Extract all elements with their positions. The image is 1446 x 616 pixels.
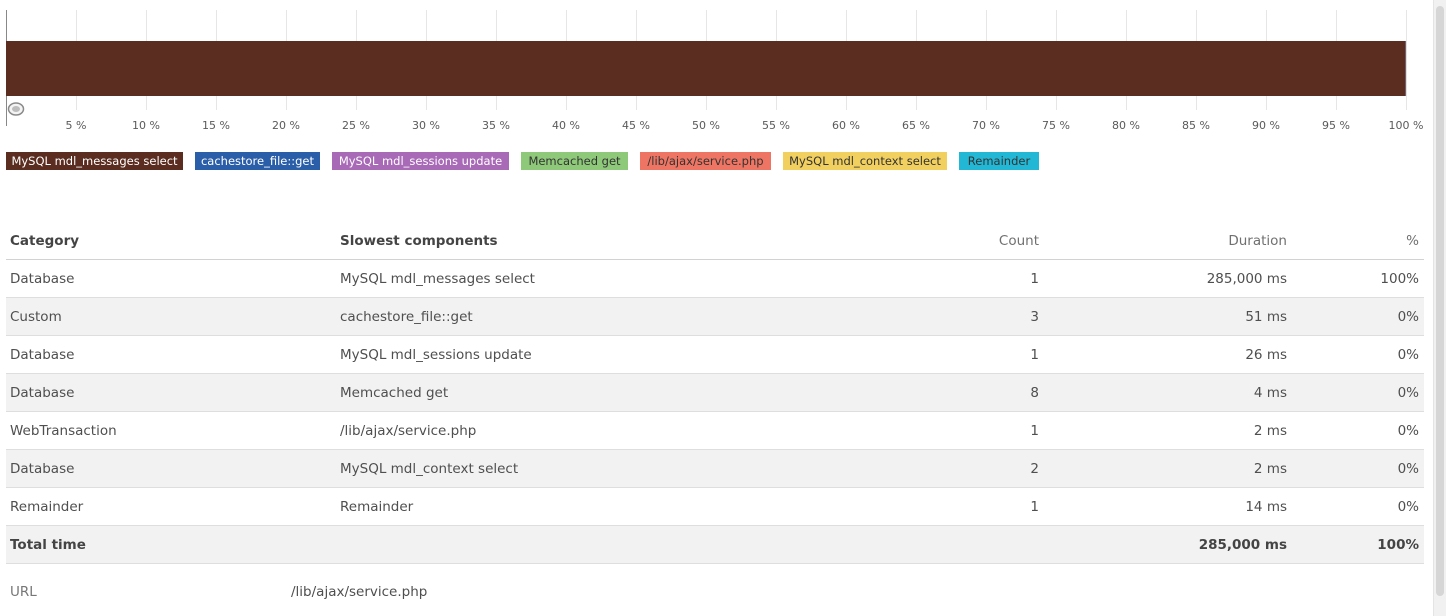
row-category: Custom: [10, 309, 62, 325]
row-category: Database: [10, 461, 75, 477]
table-header-row: Category Slowest components Count Durati…: [6, 222, 1424, 260]
table-row: WebTransaction /lib/ajax/service.php 1 2…: [6, 412, 1424, 450]
x-tick-label: 40 %: [552, 119, 580, 132]
legend-item[interactable]: Memcached get: [521, 152, 628, 170]
bar-segment[interactable]: [6, 41, 1406, 96]
x-tick-label: 5 %: [66, 119, 87, 132]
x-tick-label: 55 %: [762, 119, 790, 132]
row-category: WebTransaction: [10, 423, 117, 439]
x-tick-label: 85 %: [1182, 119, 1210, 132]
x-tick-label: 35 %: [482, 119, 510, 132]
chart-svg: 5 % 10 % 15 % 20 % 25 % 30 % 35 % 40 % 45 % 50 % 5…: [6, 10, 1424, 132]
components-table: Category Slowest components Count Durati…: [6, 222, 1424, 564]
x-tick-label: 45 %: [622, 119, 650, 132]
row-category: Database: [10, 385, 75, 401]
chart-handle-icon[interactable]: [7, 102, 25, 116]
row-component: cachestore_file::get: [340, 309, 473, 325]
vertical-scrollbar[interactable]: [1433, 0, 1446, 616]
header-count[interactable]: Count: [998, 233, 1039, 249]
table-row: Database MySQL mdl_sessions update 1 26 …: [6, 336, 1424, 374]
table-row: Database Memcached get 8 4 ms 0%: [6, 374, 1424, 412]
x-tick-label: 15 %: [202, 119, 230, 132]
header-category[interactable]: Category: [10, 233, 80, 249]
x-tick-label: 10 %: [132, 119, 160, 132]
x-tick-label: 75 %: [1042, 119, 1070, 132]
legend-item[interactable]: Remainder: [959, 152, 1039, 170]
x-tick-label: 80 %: [1112, 119, 1140, 132]
header-duration[interactable]: Duration: [1228, 233, 1287, 249]
legend-item[interactable]: MySQL mdl_messages select: [6, 152, 183, 170]
x-tick-label: 60 %: [832, 119, 860, 132]
row-percent: 100%: [1380, 271, 1419, 287]
legend-item[interactable]: MySQL mdl_context select: [783, 152, 947, 170]
row-duration: 2 ms: [1253, 423, 1287, 439]
row-percent: 0%: [1397, 499, 1419, 515]
x-tick-label: 65 %: [902, 119, 930, 132]
row-component: MySQL mdl_context select: [340, 461, 519, 477]
row-component: MySQL mdl_sessions update: [340, 347, 532, 363]
x-tick-label: 25 %: [342, 119, 370, 132]
time-breakdown-chart: 5 % 10 % 15 % 20 % 25 % 30 % 35 % 40 % 45 % 50 % 5…: [0, 0, 1430, 140]
legend-item[interactable]: /lib/ajax/service.php: [640, 152, 771, 170]
scrollbar-thumb[interactable]: [1436, 6, 1444, 596]
row-category: Database: [10, 271, 75, 287]
total-percent: 100%: [1377, 537, 1419, 553]
row-count: 2: [1030, 461, 1039, 477]
row-duration: 26 ms: [1245, 347, 1287, 363]
x-tick-label: 30 %: [412, 119, 440, 132]
url-label: URL: [10, 584, 37, 600]
table-row: Custom cachestore_file::get 3 51 ms 0%: [6, 298, 1424, 336]
row-count: 1: [1030, 271, 1039, 287]
row-count: 8: [1030, 385, 1039, 401]
row-component: Memcached get: [340, 385, 449, 401]
row-count: 1: [1030, 499, 1039, 515]
row-percent: 0%: [1397, 461, 1419, 477]
row-count: 1: [1030, 347, 1039, 363]
row-duration: 4 ms: [1253, 385, 1287, 401]
row-component: /lib/ajax/service.php: [340, 423, 477, 439]
total-time-row: Total time 285,000 ms 100%: [6, 526, 1424, 564]
row-duration: 2 ms: [1253, 461, 1287, 477]
row-duration: 51 ms: [1245, 309, 1287, 325]
total-time-label: Total time: [10, 537, 86, 553]
row-component: Remainder: [340, 499, 414, 515]
row-percent: 0%: [1397, 423, 1419, 439]
x-tick-label: 20 %: [272, 119, 300, 132]
header-slowest-components[interactable]: Slowest components: [340, 233, 498, 249]
table-row: Database MySQL mdl_context select 2 2 ms…: [6, 450, 1424, 488]
row-percent: 0%: [1397, 385, 1419, 401]
x-tick-label: 100 %: [1389, 119, 1424, 132]
row-category: Database: [10, 347, 75, 363]
url-value: /lib/ajax/service.php: [291, 584, 428, 600]
legend-item[interactable]: cachestore_file::get: [195, 152, 320, 170]
table-row: Database MySQL mdl_messages select 1 285…: [6, 260, 1424, 298]
x-tick-label: 95 %: [1322, 119, 1350, 132]
row-percent: 0%: [1397, 309, 1419, 325]
row-duration: 14 ms: [1245, 499, 1287, 515]
row-count: 3: [1030, 309, 1039, 325]
row-duration: 285,000 ms: [1206, 271, 1287, 287]
table-row: Remainder Remainder 1 14 ms 0%: [6, 488, 1424, 526]
row-category: Remainder: [10, 499, 84, 515]
x-tick-label: 50 %: [692, 119, 720, 132]
x-tick-label: 90 %: [1252, 119, 1280, 132]
header-percent[interactable]: %: [1406, 233, 1419, 249]
legend-item[interactable]: MySQL mdl_sessions update: [332, 152, 509, 170]
row-component: MySQL mdl_messages select: [340, 271, 535, 287]
x-tick-label: 70 %: [972, 119, 1000, 132]
url-row: URL /lib/ajax/service.php: [6, 574, 1424, 610]
row-count: 1: [1030, 423, 1039, 439]
total-duration: 285,000 ms: [1198, 537, 1287, 553]
row-percent: 0%: [1397, 347, 1419, 363]
